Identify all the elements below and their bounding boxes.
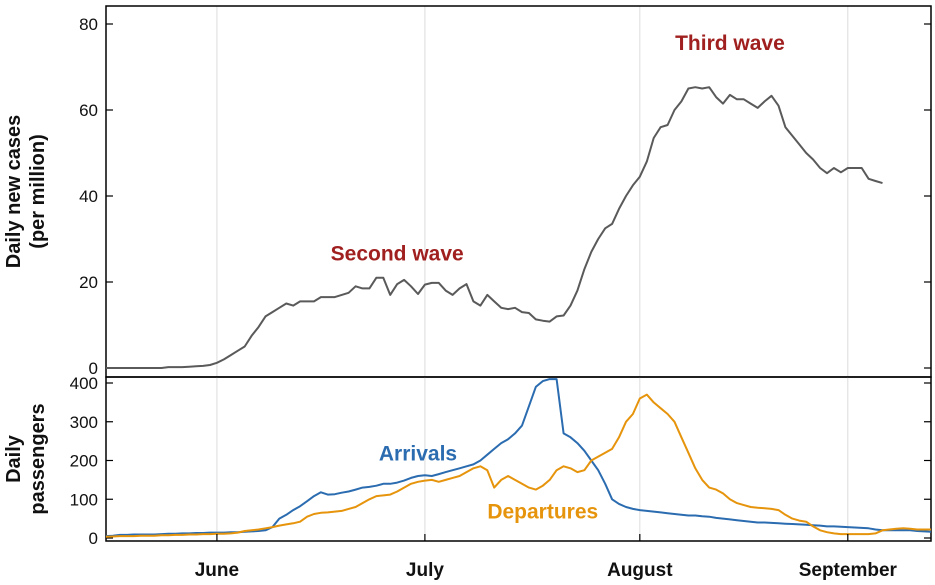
annotation-departures: Departures [487,501,598,524]
y-tick-label: 300 [70,413,98,432]
x-tick-label-september: September [799,560,898,581]
x-axis: June July August September [195,534,898,581]
annotation-third-wave: Third wave [675,32,785,55]
bottom-y-axis-label: Daily passengers [3,403,49,514]
top-series [106,86,883,369]
top-panel: 0 20 40 60 80 Second wave Third wave Daily ne… [3,5,932,378]
y-tick-label: 400 [70,374,98,393]
y-tick-label: 80 [79,15,98,34]
x-tick-label-july: July [406,560,444,581]
top-annotations: Second wave Third wave [331,32,785,266]
y-tick-label: 200 [70,452,98,471]
bottom-panel: 0 100 200 300 400 Arrivals Departures June Jul… [3,374,932,581]
x-tick-label-august: August [607,560,673,581]
top-y-axis: 0 20 40 60 80 [79,15,931,378]
y-tick-label: 40 [79,187,98,206]
y-tick-label: 100 [70,490,98,509]
top-grid [216,6,849,377]
top-panel-frame [105,5,932,378]
series-line-cases [106,86,883,369]
top-y-axis-label: Daily new cases (per million) [3,115,49,268]
bottom-annotations: Arrivals Departures [379,443,598,524]
annotation-arrivals: Arrivals [379,443,457,466]
bottom-panel-frame [105,376,932,542]
annotation-second-wave: Second wave [331,243,464,266]
y-tick-label: 60 [79,101,98,120]
x-tick-label-june: June [195,560,239,581]
bottom-grid [216,377,849,541]
bottom-y-axis: 0 100 200 300 400 [70,374,931,548]
series-line-departures [105,393,931,538]
y-tick-label: 20 [79,273,98,292]
y-tick-label: 0 [89,529,98,548]
bottom-series [105,378,932,538]
y-tick-label: 0 [89,359,98,378]
